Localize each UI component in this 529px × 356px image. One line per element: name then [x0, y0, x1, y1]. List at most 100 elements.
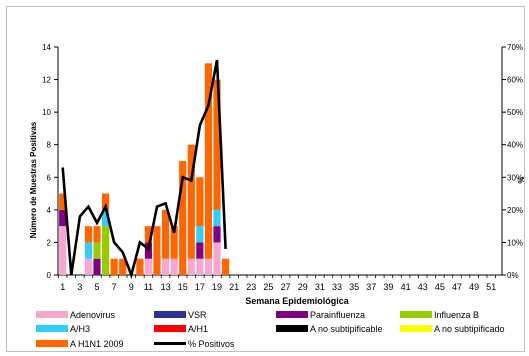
- legend-item: Parainfluenza: [276, 309, 365, 320]
- x-tick-label: 47: [452, 282, 462, 292]
- x-tick-label: 9: [129, 282, 134, 292]
- x-tick-label: 3: [77, 282, 82, 292]
- x-tick-label: 39: [383, 282, 393, 292]
- y2-tick-label: 10%: [507, 238, 523, 247]
- legend-label: A no subtipificado: [434, 324, 505, 334]
- y2-tick-label: 0%: [507, 271, 519, 280]
- legend-item: A no subtipificable: [276, 323, 383, 334]
- legend-item: A/H1: [154, 323, 208, 334]
- legend-item: Influenza B: [400, 309, 479, 320]
- bar-segment: [145, 259, 152, 275]
- y-tick-label: 14: [42, 43, 51, 52]
- bar-segment: [111, 259, 118, 275]
- legend-item: A H1N1 2009: [36, 338, 124, 349]
- legend-label: Adenovirus: [70, 310, 115, 320]
- legend-item: A/H3: [36, 323, 90, 334]
- bar-segment: [205, 259, 212, 275]
- legend-label: VSR: [188, 310, 207, 320]
- bar-segment: [196, 226, 203, 242]
- x-tick-label: 49: [469, 282, 479, 292]
- axes-group: [54, 47, 506, 278]
- y2-tick-label: 40%: [507, 141, 523, 150]
- y-tick-label: 8: [47, 141, 52, 150]
- legend-label: % Positivos: [188, 339, 235, 349]
- legend-swatch: [400, 325, 432, 332]
- bar-segment: [85, 226, 92, 242]
- bar-segment: [196, 177, 203, 226]
- legend-swatch: [276, 311, 308, 318]
- bar-segment: [213, 226, 220, 242]
- bar-segment: [93, 242, 100, 258]
- bar-segment: [93, 226, 100, 242]
- x-tick-label: 43: [418, 282, 428, 292]
- legend-item: % Positivos: [154, 338, 235, 349]
- y-tick-label: 12: [42, 76, 51, 85]
- y2-axis-label: %: [517, 176, 526, 183]
- bar-segment: [162, 259, 169, 275]
- legend-item: Adenovirus: [36, 309, 115, 320]
- bar-segment: [136, 259, 143, 275]
- x-tick-label: 25: [263, 282, 273, 292]
- x-tick-label: 45: [435, 282, 445, 292]
- legend-swatch: [154, 342, 186, 345]
- bar-segment: [85, 259, 92, 275]
- legend-swatch: [154, 325, 186, 332]
- legend-swatch: [276, 325, 308, 332]
- bars-group: [59, 63, 229, 275]
- y-tick-label: 2: [47, 238, 52, 247]
- bar-segment: [196, 242, 203, 258]
- legend-label: A/H1: [188, 324, 208, 334]
- legend-item: A no subtipificado: [400, 323, 505, 334]
- x-tick-label: 35: [349, 282, 359, 292]
- x-tick-label: 17: [195, 282, 205, 292]
- y2-tick-label: 50%: [507, 108, 523, 117]
- bar-segment: [102, 226, 109, 275]
- x-tick-label: 51: [486, 282, 496, 292]
- legend-item: VSR: [154, 309, 207, 320]
- y-axis-label: Número de Muestras Positivas: [29, 121, 38, 238]
- legend-swatch: [36, 340, 68, 347]
- x-tick-label: 11: [144, 282, 153, 292]
- bar-segment: [196, 259, 203, 275]
- x-tick-label: 41: [401, 282, 411, 292]
- bar-segment: [213, 242, 220, 275]
- x-tick-label: 21: [229, 282, 239, 292]
- y-tick-label: 10: [42, 108, 51, 117]
- x-tick-label: 37: [366, 282, 376, 292]
- x-tick-label: 33: [332, 282, 342, 292]
- x-tick-label: 19: [212, 282, 222, 292]
- bar-segment: [171, 259, 178, 275]
- x-tick-label: 15: [178, 282, 188, 292]
- x-axis-label: Semana Epidemiológica: [245, 296, 350, 306]
- y-tick-label: 4: [47, 206, 52, 215]
- legend-label: A/H3: [70, 324, 90, 334]
- bar-segment: [162, 210, 169, 259]
- y-tick-label: 0: [47, 271, 52, 280]
- legend-swatch: [400, 311, 432, 318]
- legend-swatch: [36, 325, 68, 332]
- bar-segment: [222, 259, 229, 275]
- legend-label: A no subtipificable: [310, 324, 383, 334]
- legend: Adenovirus VSR Parainfluenza Influenza B A/H…: [36, 309, 529, 355]
- x-tick-label: 29: [298, 282, 308, 292]
- bar-segment: [93, 259, 100, 275]
- bar-segment: [188, 259, 195, 275]
- bar-segment: [59, 226, 66, 275]
- legend-label: Influenza B: [434, 310, 479, 320]
- x-tick-label: 31: [315, 282, 325, 292]
- x-tick-label: 5: [94, 282, 99, 292]
- x-tick-label: 23: [246, 282, 256, 292]
- legend-swatch: [154, 311, 186, 318]
- bar-segment: [153, 226, 160, 275]
- bar-segment: [213, 210, 220, 226]
- y2-tick-label: 60%: [507, 76, 523, 85]
- y2-tick-label: 70%: [507, 43, 523, 52]
- legend-label: Parainfluenza: [310, 310, 365, 320]
- y2-tick-label: 20%: [507, 206, 523, 215]
- x-tick-label: 13: [161, 282, 171, 292]
- x-tick-label: 1: [60, 282, 65, 292]
- legend-label: A H1N1 2009: [70, 339, 124, 349]
- bar-segment: [85, 242, 92, 258]
